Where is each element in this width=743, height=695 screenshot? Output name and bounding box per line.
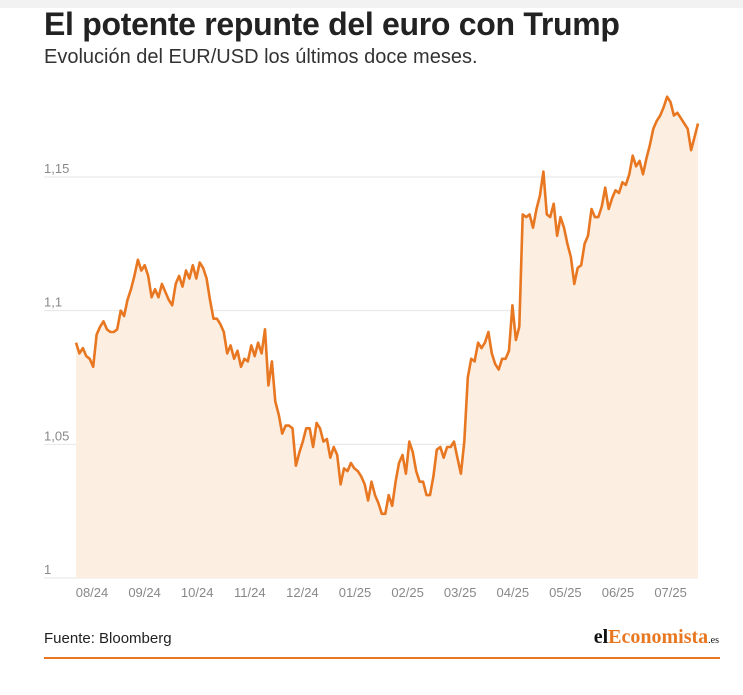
series-line-path <box>74 95 700 516</box>
brand-part-2: Economista <box>608 626 709 648</box>
chart-title: El potente repunte del euro con Trump <box>44 6 620 42</box>
y-axis-ticks: 1 1,05 1,1 1,15 <box>44 161 69 577</box>
chart-area: 1 1,05 1,1 1,15 08/24 09/24 10/24 11/24 12/24 01… <box>44 95 700 600</box>
series-line <box>74 95 700 516</box>
brand-part-1: el <box>593 626 609 648</box>
x-tick-label: 03/25 <box>444 585 477 600</box>
brand-part-3: .es <box>708 635 719 646</box>
y-tick-label: 1,05 <box>44 428 69 443</box>
y-tick-label: 1 <box>44 562 51 577</box>
x-tick-label: 09/24 <box>128 585 161 600</box>
source-note: Fuente: Bloomberg <box>44 630 172 647</box>
x-tick-label: 01/25 <box>339 585 372 600</box>
series-area-fill <box>76 96 698 578</box>
x-tick-label: 10/24 <box>181 585 214 600</box>
bottom-rule <box>44 657 720 659</box>
x-tick-label: 04/25 <box>497 585 530 600</box>
x-tick-label: 02/25 <box>391 585 424 600</box>
y-tick-label: 1,1 <box>44 295 62 310</box>
x-tick-label: 05/25 <box>549 585 582 600</box>
x-tick-label: 07/25 <box>654 585 687 600</box>
top-rule <box>0 0 743 8</box>
x-tick-label: 11/24 <box>234 585 266 600</box>
brand-logo: elEconomista.es <box>594 626 719 649</box>
chart-subtitle: Evolución del EUR/USD los últimos doce m… <box>44 46 478 68</box>
series-area <box>76 96 698 578</box>
y-tick-label: 1,15 <box>44 161 69 176</box>
x-axis-ticks: 08/24 09/24 10/24 11/24 12/24 01/25 02/25 03/25… <box>76 585 687 600</box>
x-tick-label: 06/25 <box>602 585 635 600</box>
x-tick-label: 08/24 <box>76 585 109 600</box>
x-tick-label: 12/24 <box>286 585 319 600</box>
